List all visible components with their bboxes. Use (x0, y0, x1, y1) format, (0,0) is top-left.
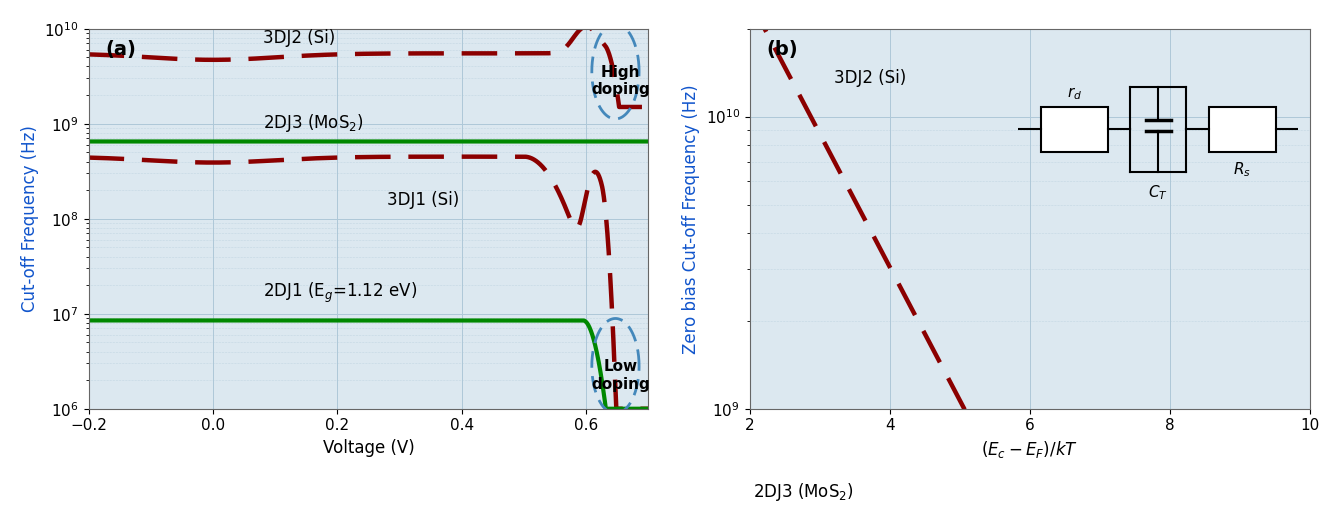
Text: 2DJ1 (E$_g$=1.12 eV): 2DJ1 (E$_g$=1.12 eV) (263, 281, 417, 305)
Text: (a): (a) (106, 40, 137, 59)
Text: 3DJ1 (Si): 3DJ1 (Si) (387, 191, 460, 209)
Y-axis label: Zero bias Cut-off Frequency (Hz): Zero bias Cut-off Frequency (Hz) (682, 84, 699, 354)
Text: (b): (b) (766, 40, 799, 59)
X-axis label: Voltage (V): Voltage (V) (323, 439, 414, 457)
Text: 2DJ3 (MoS$_2$): 2DJ3 (MoS$_2$) (753, 481, 854, 502)
Text: 3DJ2 (Si): 3DJ2 (Si) (833, 69, 906, 87)
X-axis label: $(E_c - E_F)/kT$: $(E_c - E_F)/kT$ (981, 439, 1079, 460)
Text: Low
doping: Low doping (591, 359, 650, 392)
Text: 3DJ2 (Si): 3DJ2 (Si) (263, 29, 335, 47)
Text: 2DJ3 (MoS$_2$): 2DJ3 (MoS$_2$) (263, 112, 363, 134)
Text: High
doping: High doping (591, 65, 650, 97)
Y-axis label: Cut-off Frequency (Hz): Cut-off Frequency (Hz) (21, 125, 39, 312)
